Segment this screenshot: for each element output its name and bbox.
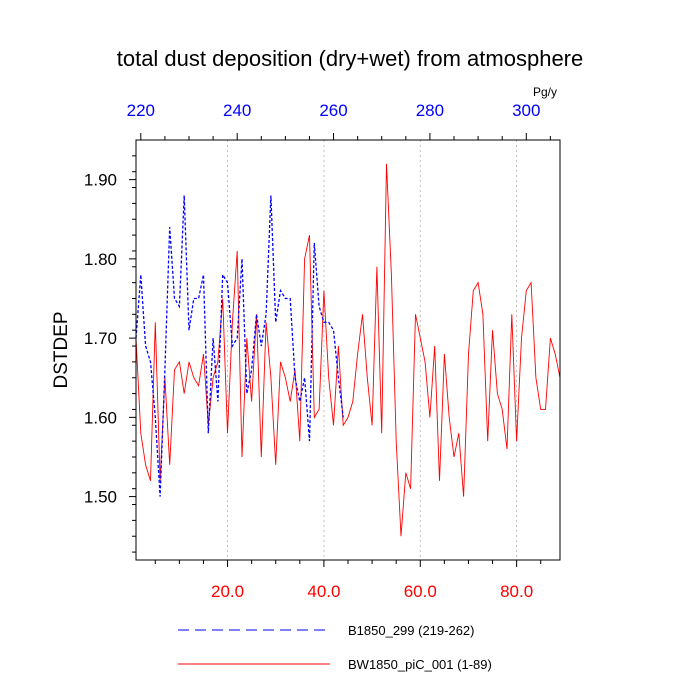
y-tick-label: 1.70 — [84, 329, 117, 348]
vertical-gridlines — [227, 140, 518, 560]
series-line-b1850 — [135, 195, 344, 497]
x-tick-label: 80.0 — [500, 582, 533, 601]
y-tick-label: 1.60 — [84, 408, 117, 427]
tick-labels: 20.0 40.0 60.0 80.0 220 240 260 280 300 1.50 1.60 1… — [84, 101, 541, 601]
y-tick-label: 1.80 — [84, 250, 117, 269]
legend-label: B1850_299 (219-262) — [348, 623, 475, 638]
x-tick-label: 40.0 — [307, 582, 340, 601]
series-line-bw1850 — [135, 163, 561, 537]
legend: B1850_299 (219-262) BW1850_piC_001 (1-89) — [178, 623, 492, 672]
units-label: Pg/y — [533, 85, 557, 99]
y-tick-label: 1.90 — [84, 171, 117, 190]
top-tick-label: 240 — [223, 101, 251, 120]
series-lines — [135, 163, 561, 537]
y-axis-label: DSTDEP — [51, 311, 72, 388]
y-tick-label: 1.50 — [84, 488, 117, 507]
plot-frame — [135, 139, 561, 561]
axis-ticks — [129, 133, 551, 567]
x-tick-label: 20.0 — [211, 582, 244, 601]
top-tick-label: 300 — [512, 101, 540, 120]
legend-label: BW1850_piC_001 (1-89) — [348, 657, 492, 672]
top-tick-label: 220 — [127, 101, 155, 120]
top-tick-label: 260 — [319, 101, 347, 120]
chart-title: total dust deposition (dry+wet) from atm… — [117, 46, 584, 71]
x-tick-label: 60.0 — [404, 582, 437, 601]
top-tick-label: 280 — [416, 101, 444, 120]
